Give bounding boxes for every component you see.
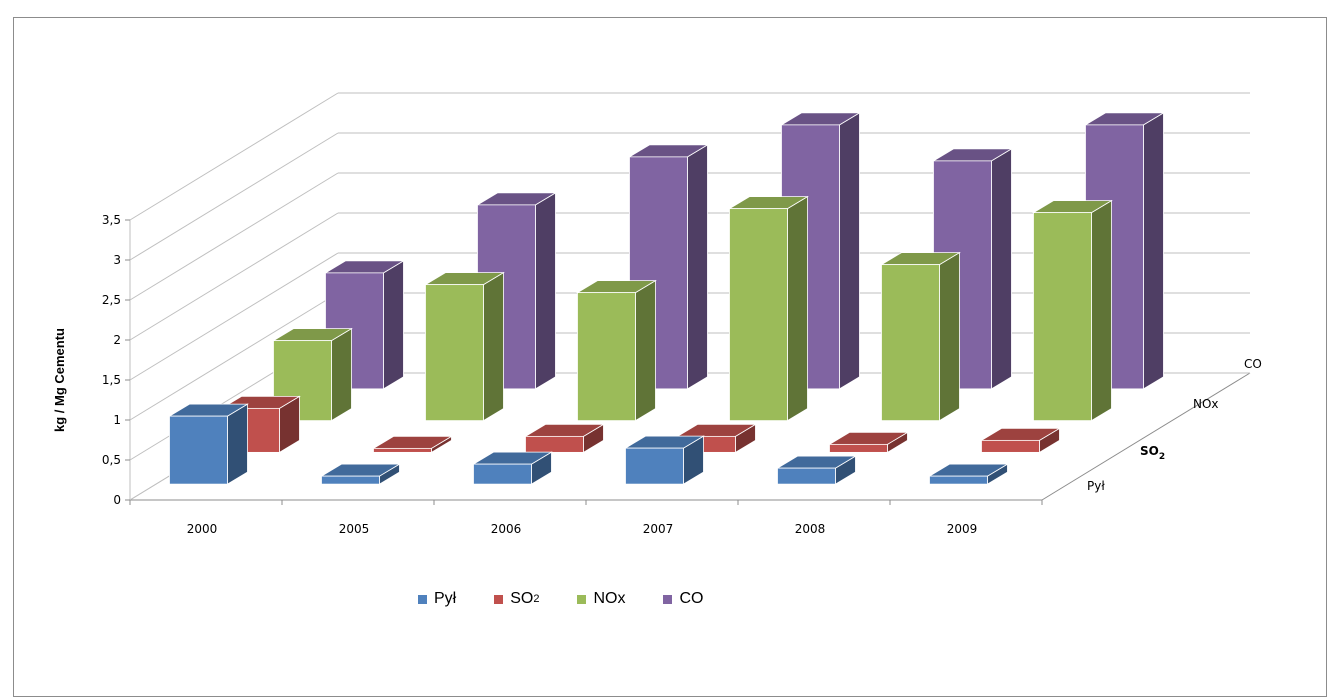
- bar-py-2006: [473, 463, 532, 485]
- bar-side-co-2007: [839, 112, 860, 390]
- gridline-side-3: [129, 252, 339, 381]
- legend-swatch-pyl: [418, 594, 427, 604]
- y-tick-label-5: 2,5: [102, 293, 121, 307]
- legend-swatch-nox: [577, 594, 587, 604]
- gridline-side-6: [129, 132, 339, 261]
- depth-axis-label-0: Pył: [1087, 479, 1105, 493]
- bar-so2-2006: [525, 435, 584, 453]
- y-tick-label-1: 0,5: [102, 453, 121, 467]
- y-axis-title: kg / Mg Cementu: [52, 328, 67, 432]
- bar-side-co-2009: [1143, 112, 1164, 390]
- legend-swatch-so2: [494, 594, 504, 604]
- legend-label-so2-sub: 2: [533, 593, 540, 605]
- bar-side-co-2000: [383, 260, 404, 390]
- gridline-side-4: [129, 212, 339, 341]
- x-tick-label-2000: 2000: [187, 522, 218, 536]
- bar-so2-2009: [981, 439, 1040, 453]
- legend-item-nox: NOx: [577, 590, 625, 608]
- bar-py-2000: [169, 415, 228, 485]
- y-tick-label-6: 3: [113, 253, 121, 267]
- y-tick-label-7: 3,5: [102, 213, 121, 227]
- bar-side-nox-2006: [635, 279, 656, 422]
- gridline-side-5: [129, 172, 339, 301]
- bar-side-nox-2007: [787, 195, 808, 422]
- y-tick-label-0: 0: [113, 493, 121, 507]
- bar-nox-2007: [729, 208, 788, 422]
- bar-side-co-2008: [991, 148, 1012, 390]
- bar-side-co-2005: [535, 192, 556, 390]
- depth-axis-label-2: NOx: [1193, 397, 1219, 411]
- bar-side-nox-2008: [939, 251, 960, 422]
- x-tick-label-2005: 2005: [339, 522, 370, 536]
- y-tick-label-4: 2: [113, 333, 121, 347]
- bar-side-co-2006: [687, 144, 708, 390]
- bar-side-py-2000: [227, 403, 248, 485]
- legend-label-nox: NOx: [593, 590, 626, 607]
- legend: Pył SO 2 NOx CO: [418, 590, 741, 608]
- y-tick-label-2: 1: [113, 413, 121, 427]
- bar-py-2008: [777, 467, 836, 485]
- bar-side-nox-2000: [331, 327, 352, 422]
- legend-label-co: CO: [679, 590, 704, 607]
- legend-label-pyl: Pył: [434, 590, 457, 607]
- bar-nox-2006: [577, 292, 636, 422]
- gridline-side-2: [129, 292, 339, 421]
- bar-so2-2005: [373, 447, 432, 453]
- legend-label-so2: SO: [510, 590, 534, 607]
- bar-side-nox-2009: [1091, 199, 1112, 422]
- x-tick-label-2006: 2006: [491, 522, 522, 536]
- bar-py-2007: [625, 447, 684, 485]
- x-tick-label-2008: 2008: [795, 522, 826, 536]
- bar-so2-2008: [829, 443, 888, 453]
- depth-axis-line: [1041, 372, 1251, 501]
- x-tick-label-2009: 2009: [947, 522, 978, 536]
- depth-axis-label-so2-sub: 2: [1159, 452, 1165, 462]
- bar-py-2009: [929, 475, 988, 485]
- legend-item-so2: SO 2: [494, 590, 539, 608]
- depth-axis-label-1: SO2: [1140, 444, 1165, 462]
- bar-side-nox-2005: [483, 271, 504, 422]
- legend-swatch-co: [663, 594, 673, 604]
- bar-nox-2005: [425, 284, 484, 422]
- bar-py-2005: [321, 475, 380, 485]
- bar-nox-2008: [881, 264, 940, 422]
- legend-item-co: CO: [663, 590, 703, 608]
- x-tick-label-2007: 2007: [643, 522, 674, 536]
- gridline-side-7: [129, 92, 339, 221]
- depth-axis-label-3: CO: [1244, 357, 1262, 371]
- bar-nox-2009: [1033, 212, 1092, 422]
- legend-item-pyl: Pył: [418, 590, 456, 608]
- y-tick-label-3: 1,5: [102, 373, 121, 387]
